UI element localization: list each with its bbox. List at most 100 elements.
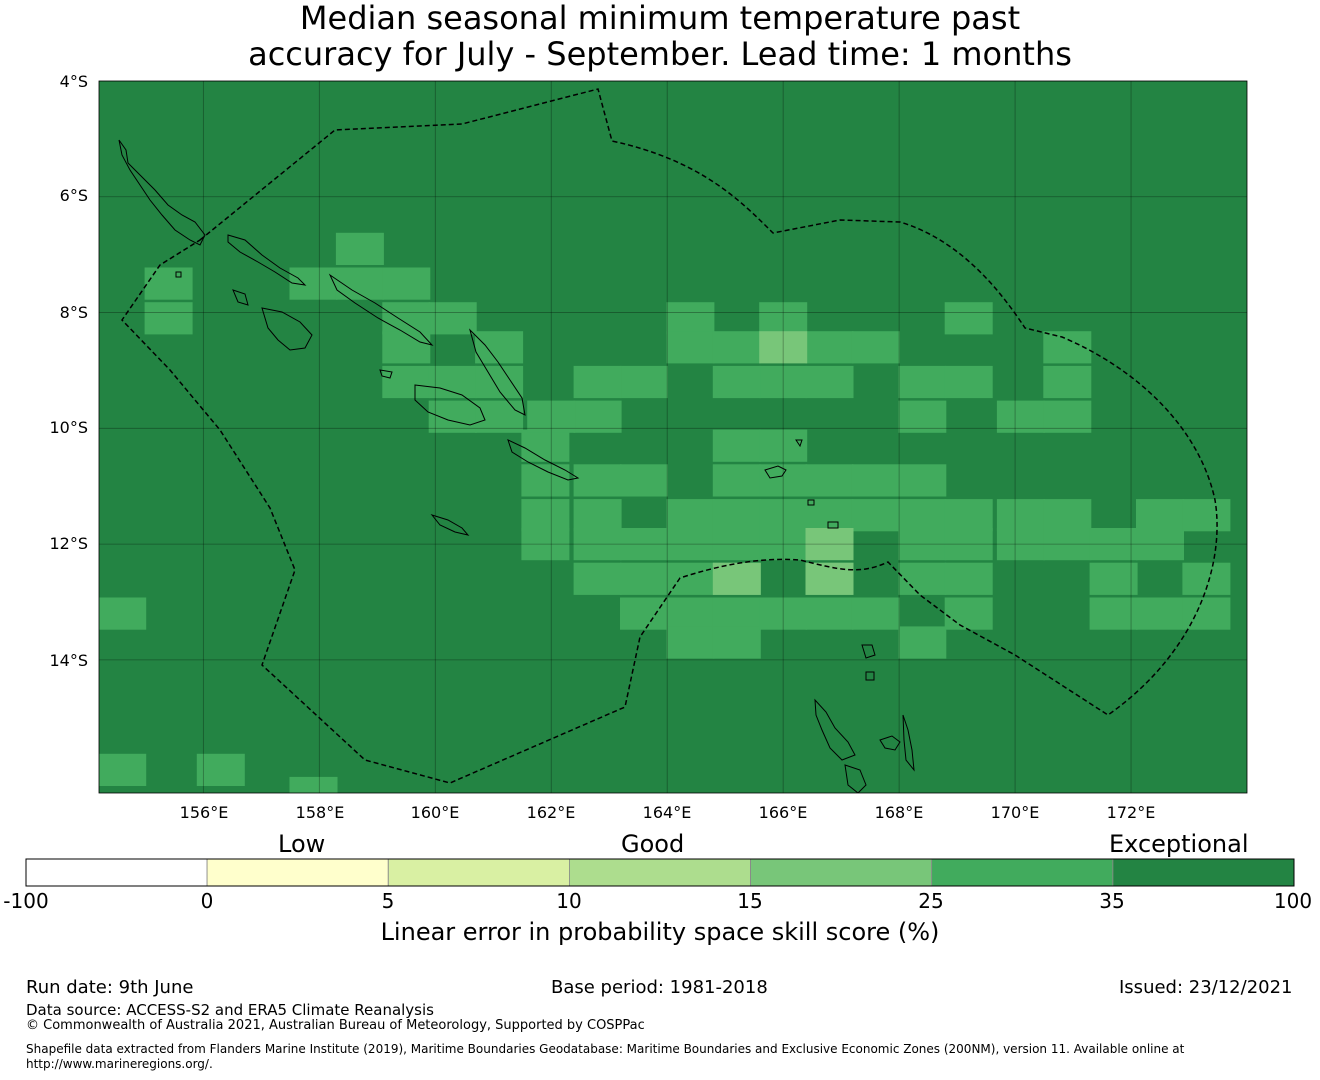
skill-cell [1043,365,1092,399]
coastline-santa-cruz [764,465,787,479]
skill-cell [428,302,477,335]
skill-cell [712,429,761,462]
skill-cell [620,528,668,561]
map-background [99,81,1247,793]
skill-cell [666,331,715,364]
coastline-efate-north [902,714,915,772]
coastline-ambae [861,644,876,659]
graticule [99,81,1247,793]
skill-cell [573,499,622,532]
lat-label-8s: 8°S [59,303,88,322]
colorbar-tick-10: 10 [556,889,582,913]
lat-label-4s: 4°S [59,72,88,91]
skill-cell [805,528,854,561]
skill-cell [996,400,1045,433]
skill-cell [805,562,854,595]
skill-cell [759,528,808,561]
skill-cell [1136,528,1184,561]
skill-cell [851,464,900,497]
colorbar-frame [25,858,1295,887]
lon-label-164e: 164°E [642,803,692,822]
category-label-exceptional: Exceptional [1109,830,1249,858]
lat-label-12s: 12°S [49,534,88,553]
category-label-low: Low [278,830,326,858]
skill-cell [573,464,622,497]
skill-cell [898,626,947,659]
map-frame [98,80,1248,794]
skill-cell [759,597,808,630]
skill-cell [805,365,854,399]
skill-cell [475,365,524,399]
lat-label-14s: 14°S [49,651,88,670]
lon-label-172e: 172°E [1106,803,1156,822]
coastline-bougainville [118,139,206,246]
skill-cell [666,626,715,659]
skill-cell [898,562,947,595]
skill-cell [851,499,900,532]
eez-solomon-islands [121,88,1218,784]
skill-cell [759,499,808,532]
run-date: Run date: 9th June [26,977,194,998]
coastline-malaita [469,328,526,416]
colorbar-tick-25: 25 [918,889,944,913]
skill-cell [851,597,900,630]
skill-cell [759,331,808,364]
skill-cell [712,528,761,561]
skill-cell [666,499,715,532]
skill-cell [898,365,947,399]
lon-label-156e: 156°E [179,803,229,822]
colorbar-segment [387,858,570,887]
skill-cell [573,400,622,433]
shapefile-credit-line-1: Shapefile data extracted from Flanders M… [26,1042,1185,1056]
skill-grid-cells [99,232,1231,793]
lat-label-10s: 10°S [49,418,88,437]
skill-cell [475,331,524,364]
skill-cell [521,429,570,462]
skill-cell [666,528,715,561]
skill-cell [944,365,993,399]
colorbar-title: Linear error in probability space skill … [380,918,940,946]
skill-cell [382,331,431,364]
colorbar-tick-15: 15 [737,889,763,913]
skill-cell [144,302,193,335]
skill-cell [944,562,993,595]
skill-cell [521,528,570,561]
shapefile-credit-line-2: http://www.marineregions.org/. [26,1057,213,1071]
skill-cell [521,464,570,497]
skill-score-map [25,80,1295,887]
skill-cell [851,331,900,364]
colorbar-tick-0: 0 [200,889,214,913]
issued-date: Issued: 23/12/2021 [1119,977,1293,998]
lon-label-162e: 162°E [526,803,576,822]
lon-label-168e: 168°E [874,803,924,822]
skill-cell [944,528,993,561]
base-period: Base period: 1981-2018 [551,977,768,998]
skill-cell [759,365,808,399]
skill-cell [1182,562,1231,595]
skill-cell [428,365,477,399]
category-label-good: Good [621,830,685,858]
skill-cell [712,464,761,497]
skill-cell [944,499,993,532]
colorbar-segment [1112,858,1295,887]
coastline-south-islands [844,764,867,793]
colorbar [25,858,1295,887]
skill-cell [527,400,576,433]
lon-label-170e: 170°E [990,803,1040,822]
skill-cell [898,464,947,497]
skill-cell [1136,499,1184,532]
skill-cell [573,562,622,595]
skill-cell [944,302,993,335]
coastline-small-islands [175,271,839,529]
skill-cell [898,528,947,561]
skill-cell [382,302,431,335]
data-source: Data source: ACCESS-S2 and ERA5 Climate … [26,1001,434,1019]
coastline-makira [507,439,580,481]
skill-cell [666,597,715,630]
skill-cell [573,528,622,561]
skill-cell [666,562,715,595]
skill-cell [1182,499,1231,532]
lat-label-6s: 6°S [59,186,88,205]
skill-cell [996,499,1045,532]
skill-cell [805,499,854,532]
